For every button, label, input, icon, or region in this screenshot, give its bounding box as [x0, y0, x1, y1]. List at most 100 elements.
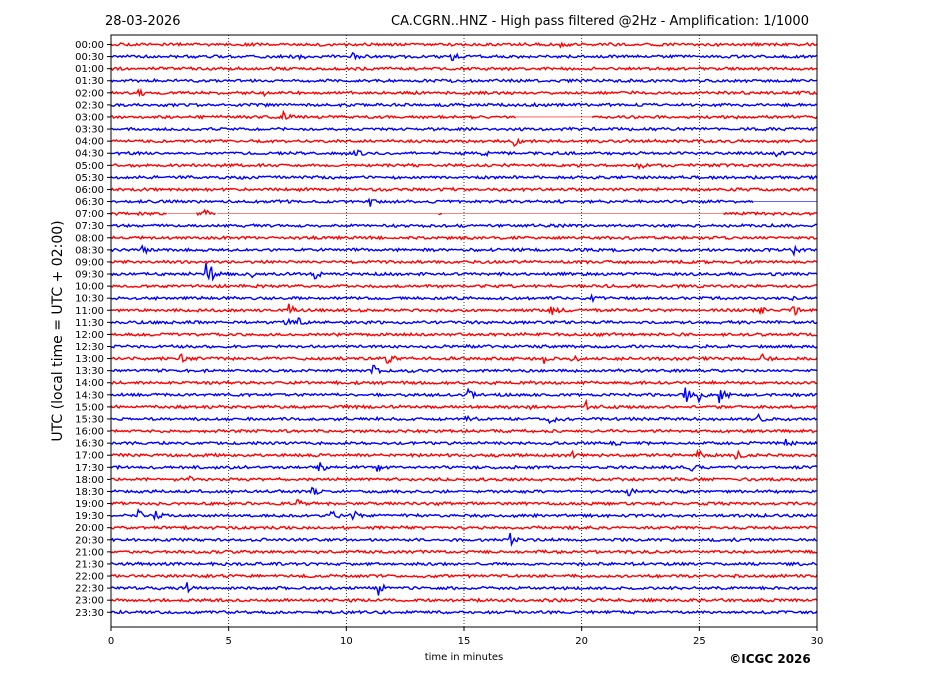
y-tick-label: 08:00	[75, 233, 104, 244]
y-tick-label: 23:30	[75, 608, 104, 619]
y-tick-label: 13:30	[75, 366, 104, 377]
trace-0700	[110, 208, 818, 217]
y-tick-label: 07:30	[75, 221, 104, 232]
y-tick-label: 18:00	[75, 475, 104, 486]
trace-1230	[110, 343, 818, 350]
trace-1630	[110, 438, 818, 447]
trace-2000	[110, 524, 818, 531]
y-tick-label: 00:30	[75, 52, 104, 63]
date-label: 28-03-2026	[105, 14, 181, 29]
y-tick-label: 11:00	[75, 306, 104, 317]
trace-2100	[110, 549, 818, 555]
y-tick-label: 15:30	[75, 414, 104, 425]
trace-0730	[110, 222, 818, 229]
copyright-label: ©ICGC 2026	[729, 652, 811, 666]
y-tick-label: 06:30	[75, 197, 104, 208]
y-tick-label: 14:00	[75, 378, 104, 389]
trace-0800	[110, 234, 818, 241]
trace-1600	[110, 428, 817, 434]
trace-2330	[110, 609, 818, 616]
trace-0900	[110, 259, 818, 265]
y-tick-label: 04:30	[75, 149, 104, 160]
x-tick-label: 20	[575, 636, 588, 647]
trace-rows	[110, 41, 818, 616]
y-tick-label: 19:30	[75, 511, 104, 522]
trace-1700	[110, 448, 818, 460]
trace-1300	[110, 352, 818, 364]
y-tick-label: 03:00	[75, 112, 104, 123]
trace-0230	[110, 101, 818, 108]
y-tick-label: 09:30	[75, 270, 104, 281]
chart-title: CA.CGRN..HNZ - High pass filtered @2Hz -…	[391, 14, 809, 29]
y-tick-label: 18:30	[75, 487, 104, 498]
trace-0200	[110, 87, 818, 98]
y-tick-label: 17:30	[75, 463, 104, 474]
y-tick-label: 15:00	[75, 402, 104, 413]
trace-0530	[110, 174, 818, 181]
y-tick-label: 05:30	[75, 173, 104, 184]
trace-2030	[110, 532, 818, 548]
trace-1400	[110, 379, 818, 386]
trace-1830	[110, 486, 818, 497]
trace-1800	[111, 475, 818, 483]
trace-1030	[110, 293, 818, 304]
y-tick-label: 22:00	[75, 572, 104, 583]
trace-1730	[110, 462, 818, 473]
trace-0630	[110, 197, 754, 207]
trace-1130	[110, 317, 818, 326]
trace-1430	[110, 387, 818, 404]
x-tick-label: 15	[458, 636, 471, 647]
trace-0930	[110, 262, 818, 283]
trace-0130	[110, 77, 818, 84]
trace-1930	[110, 508, 818, 522]
y-tick-label: 02:30	[75, 100, 104, 111]
y-tick-label: 02:00	[75, 88, 104, 99]
y-tick-label: 23:00	[75, 596, 104, 607]
trace-1530	[110, 412, 818, 425]
trace-0000	[110, 41, 818, 49]
y-tick-label: 07:00	[75, 209, 104, 220]
y-tick-label: 16:00	[75, 427, 104, 438]
y-tick-label: 21:00	[75, 547, 104, 558]
y-tick-label: 10:00	[75, 282, 104, 293]
y-tick-label: 13:00	[75, 354, 104, 365]
trace-0430	[111, 149, 818, 158]
y-tick-label: 10:30	[75, 294, 104, 305]
x-tick-label: 25	[693, 636, 706, 647]
y-tick-label: 04:00	[75, 137, 104, 148]
trace-0300	[110, 109, 818, 121]
y-axis-label: UTC (local time = UTC + 02:00)	[50, 220, 66, 441]
trace-1500	[110, 398, 818, 411]
trace-1900	[110, 499, 818, 507]
y-tick-label: 19:00	[75, 499, 104, 510]
x-tick-label: 0	[108, 636, 114, 647]
x-axis-label: time in minutes	[425, 652, 504, 663]
y-tick-label: 14:30	[75, 390, 104, 401]
y-tick-label: 09:00	[75, 257, 104, 268]
y-tick-label: 12:30	[75, 342, 104, 353]
y-tick-label: 11:30	[75, 318, 104, 329]
trace-0030	[110, 51, 818, 62]
trace-0830	[110, 244, 818, 258]
trace-2300	[110, 597, 818, 603]
trace-1000	[110, 283, 818, 289]
trace-2230	[110, 582, 818, 596]
trace-0600	[110, 186, 818, 193]
y-tick-label: 08:30	[75, 245, 104, 256]
x-tick-labels: 0 5 10 15 20 25 30	[108, 627, 824, 647]
trace-0400	[110, 137, 818, 147]
y-tick-label: 16:30	[75, 439, 104, 450]
trace-1100	[110, 303, 818, 316]
plot-frame	[110, 34, 818, 628]
y-tick-label: 01:30	[75, 76, 104, 87]
trace-2130	[110, 561, 818, 567]
x-tick-label: 30	[811, 636, 824, 647]
y-tick-label: 21:30	[75, 559, 104, 570]
y-tick-label: 22:30	[75, 584, 104, 595]
y-tick-label: 01:00	[75, 64, 104, 75]
y-tick-label: 06:00	[75, 185, 104, 196]
x-tick-label: 10	[340, 636, 353, 647]
y-tick-label: 17:00	[75, 451, 104, 462]
